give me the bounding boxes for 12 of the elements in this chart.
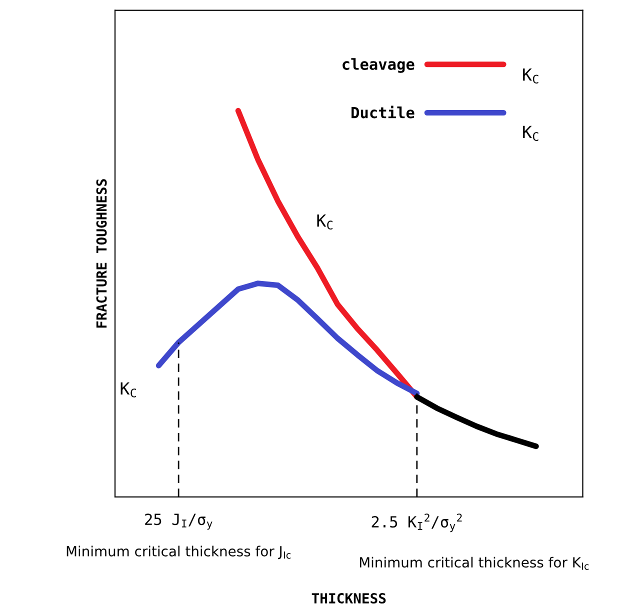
x-tick-label: 25 J$_{I}$/σ$_{y}$ <box>145 514 212 530</box>
y-axis-title: FRACTURE TOUGHNESS <box>96 179 107 328</box>
annotation: K$_{C}$ <box>317 214 332 230</box>
x-axis-title: THICKNESS <box>312 593 386 604</box>
legend-label: Ductile <box>352 106 414 118</box>
text: Minimum critical thickness for K$_{Ic}$ <box>360 556 589 570</box>
annotation: K$_{C}$ <box>523 126 538 141</box>
text: K$_{C}$ <box>523 68 538 84</box>
x-tick-label: 2.5 K$_{I}$$^{2}$/σ$_{y}$$^{2}$ <box>372 514 462 532</box>
text: Minimum critical thickness for J$_{Ic}$ <box>66 546 291 560</box>
legend-label: cleavage <box>342 58 414 73</box>
text: K$_{C}$ <box>120 382 136 398</box>
